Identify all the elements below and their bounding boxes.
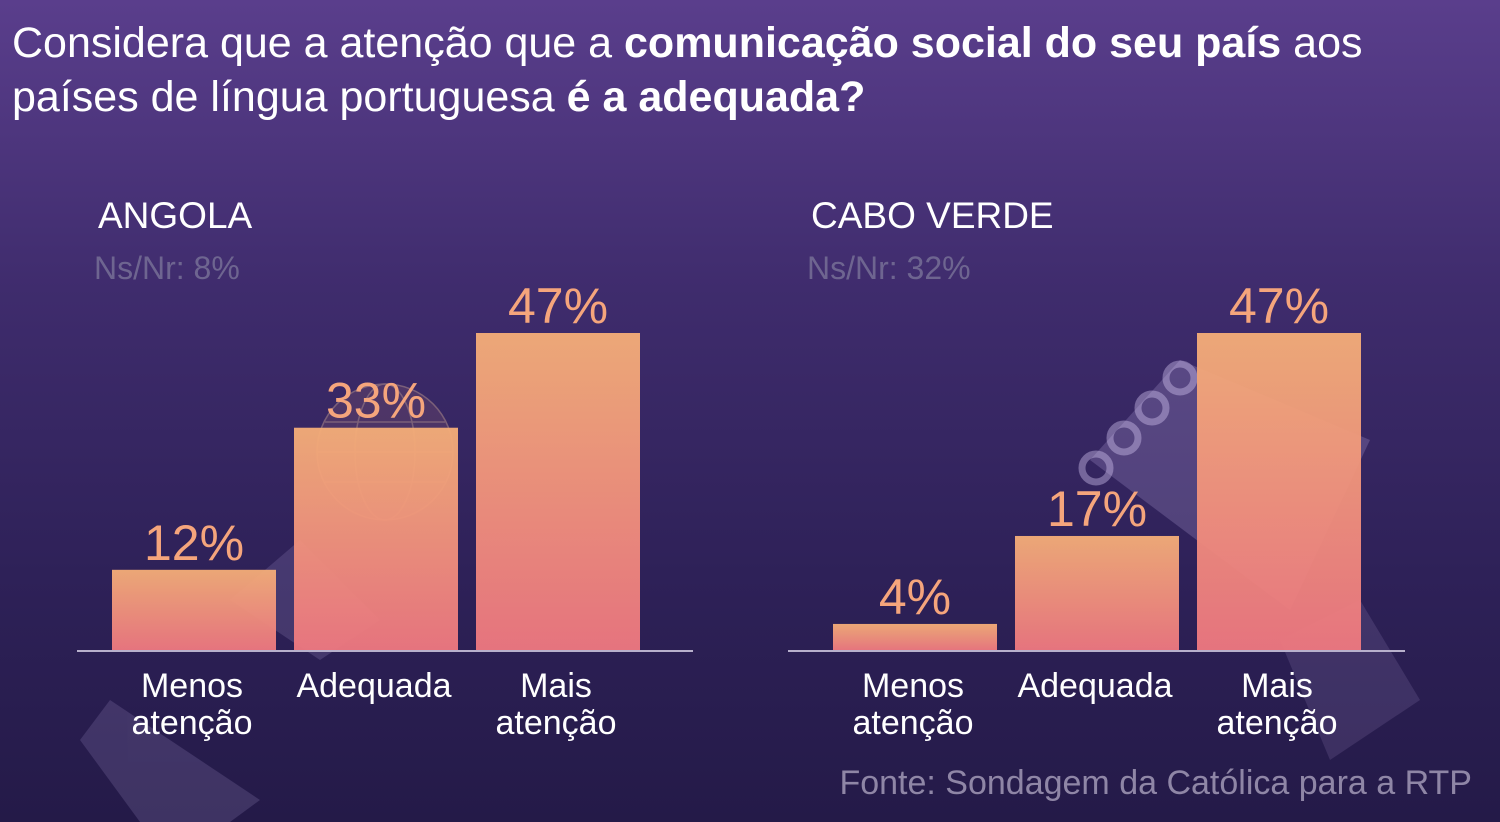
spiral-ring-icon xyxy=(1162,360,1198,396)
category-label-line: Mais xyxy=(520,667,592,705)
category-label-line: atenção xyxy=(496,704,617,742)
bar-0-0 xyxy=(112,569,276,651)
title-bold-1: comunicação social do seu país xyxy=(624,19,1282,67)
category-label-1-0: Menos atenção xyxy=(853,667,974,742)
category-label-1-1: Adequada xyxy=(1017,667,1172,705)
bar-1-2 xyxy=(1197,333,1361,651)
value-label-1-1: 17% xyxy=(1047,481,1147,537)
value-label-0-2: 47% xyxy=(508,278,608,334)
pen-illustration-left xyxy=(80,700,260,822)
value-label-1-0: 4% xyxy=(879,569,951,625)
category-label-1-2: Mais atenção xyxy=(1217,667,1338,742)
chart-title-1: CABO VERDE xyxy=(811,195,1054,236)
category-label-line: Adequada xyxy=(1017,667,1172,705)
value-label-0-0: 12% xyxy=(144,515,244,571)
nsnr-label-0: Ns/Nr: 8% xyxy=(94,250,240,286)
category-label-0-0: Menos atenção xyxy=(132,667,253,742)
category-label-0-2: Mais atenção xyxy=(496,667,617,742)
value-label-1-2: 47% xyxy=(1229,278,1329,334)
category-label-line: Menos xyxy=(141,667,243,705)
title-bold-2: é a adequada? xyxy=(566,73,866,121)
category-label-line: atenção xyxy=(132,704,253,742)
spiral-ring-icon xyxy=(1106,420,1142,456)
nsnr-label-1: Ns/Nr: 32% xyxy=(807,250,971,286)
title-part-1: Considera que a atenção que a xyxy=(12,19,625,67)
category-label-line: Adequada xyxy=(296,667,451,705)
category-label-line: Menos xyxy=(862,667,964,705)
bar-1-0 xyxy=(833,623,997,651)
chart-title: Considera que a atenção que a comunicaçã… xyxy=(12,16,1482,124)
title-part-2: aos países de língua portuguesa xyxy=(12,19,1363,121)
category-label-line: atenção xyxy=(853,704,974,742)
spiral-ring-icon xyxy=(1134,390,1170,426)
category-label-line: atenção xyxy=(1217,704,1338,742)
bar-1-1 xyxy=(1015,535,1179,651)
category-label-0-1: Adequada xyxy=(296,667,451,705)
bar-0-1 xyxy=(294,427,458,651)
value-label-0-1: 33% xyxy=(326,373,426,429)
bar-0-2 xyxy=(476,333,640,651)
spiral-ring-icon xyxy=(1078,450,1114,486)
chart-title-0: ANGOLA xyxy=(98,195,253,236)
source-note: Fonte: Sondagem da Católica para a RTP xyxy=(839,764,1472,802)
category-label-line: Mais xyxy=(1241,667,1313,705)
